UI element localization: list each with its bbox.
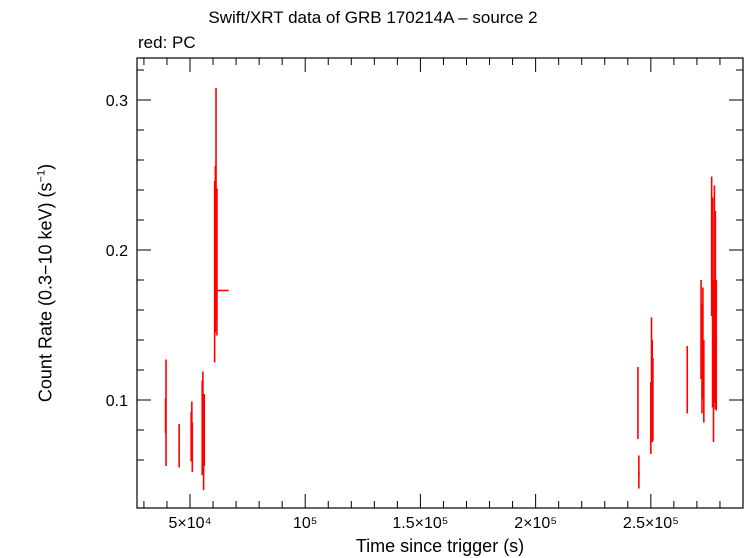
data-point bbox=[637, 455, 640, 489]
data-point bbox=[216, 188, 218, 336]
axis-ticks bbox=[137, 58, 744, 508]
x-tick-label: 2.5×10⁵ bbox=[623, 515, 679, 532]
y-axis-label-exponent: −1 bbox=[35, 169, 48, 183]
data-point bbox=[178, 424, 180, 468]
data-series bbox=[164, 88, 718, 490]
y-tick-label: 0.3 bbox=[106, 93, 128, 110]
y-axis-label: Count Rate (0.3−10 keV) (s−1) bbox=[36, 164, 57, 402]
data-point bbox=[203, 394, 206, 466]
y-tick-label: 0.2 bbox=[106, 243, 128, 260]
data-point bbox=[652, 358, 654, 441]
data-point bbox=[637, 367, 639, 439]
axis-tick-labels: 5×10⁴ 10⁵ 1.5×10⁵ 2×10⁵ 2.5×10⁵ 0.1 0.2 0.3 bbox=[106, 93, 679, 532]
data-point bbox=[686, 346, 689, 414]
x-tick-label: 5×10⁴ bbox=[169, 515, 212, 532]
y-axis-label-tail: ) bbox=[35, 163, 56, 170]
x-tick-label: 1.5×10⁵ bbox=[392, 515, 448, 532]
chart-subtitle: red: PC bbox=[138, 33, 196, 52]
x-tick-label: 10⁵ bbox=[293, 515, 317, 532]
y-tick-label: 0.1 bbox=[106, 393, 128, 410]
x-tick-label: 2×10⁵ bbox=[514, 515, 557, 532]
chart-title: Swift/XRT data of GRB 170214A – source 2 bbox=[208, 8, 538, 27]
plot-frame bbox=[136, 57, 744, 509]
y-axis-label-main: Count Rate (0.3−10 keV) (s bbox=[35, 182, 56, 403]
data-point bbox=[703, 340, 705, 423]
x-axis-label: Time since trigger (s) bbox=[355, 536, 525, 556]
data-point bbox=[715, 280, 718, 411]
data-point bbox=[191, 422, 194, 472]
data-point bbox=[165, 359, 167, 466]
